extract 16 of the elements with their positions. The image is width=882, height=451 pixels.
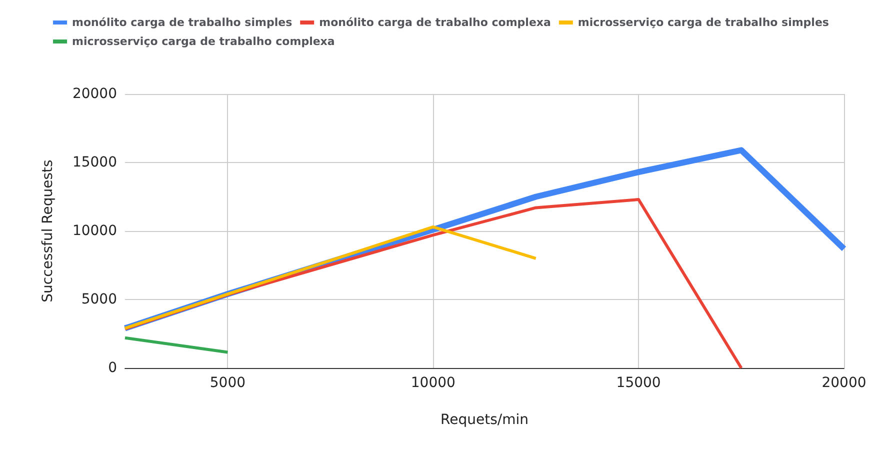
y-tick-label: 10000 <box>72 223 117 239</box>
x-axis-title: Requets/min <box>440 412 528 428</box>
x-tick-label: 15000 <box>616 375 661 391</box>
x-tick-label: 5000 <box>210 375 246 391</box>
legend-label: monólito carga de trabalho simples <box>72 16 293 29</box>
y-tick-label: 20000 <box>72 86 117 102</box>
x-tick-label: 20000 <box>822 375 866 391</box>
y-axis-title: Successful Requests <box>40 160 56 302</box>
line-series <box>124 225 538 330</box>
y-tick-label: 15000 <box>72 154 117 170</box>
y-tick-label: 0 <box>108 360 117 376</box>
legend-label: microsserviço carga de trabalho complexa <box>72 35 335 48</box>
y-tick-label: 5000 <box>81 292 117 308</box>
x-tick-label: 10000 <box>410 375 456 391</box>
legend-label: microsserviço carga de trabalho simples <box>578 16 830 29</box>
legend-label: monólito carga de trabalho complexa <box>319 16 551 29</box>
